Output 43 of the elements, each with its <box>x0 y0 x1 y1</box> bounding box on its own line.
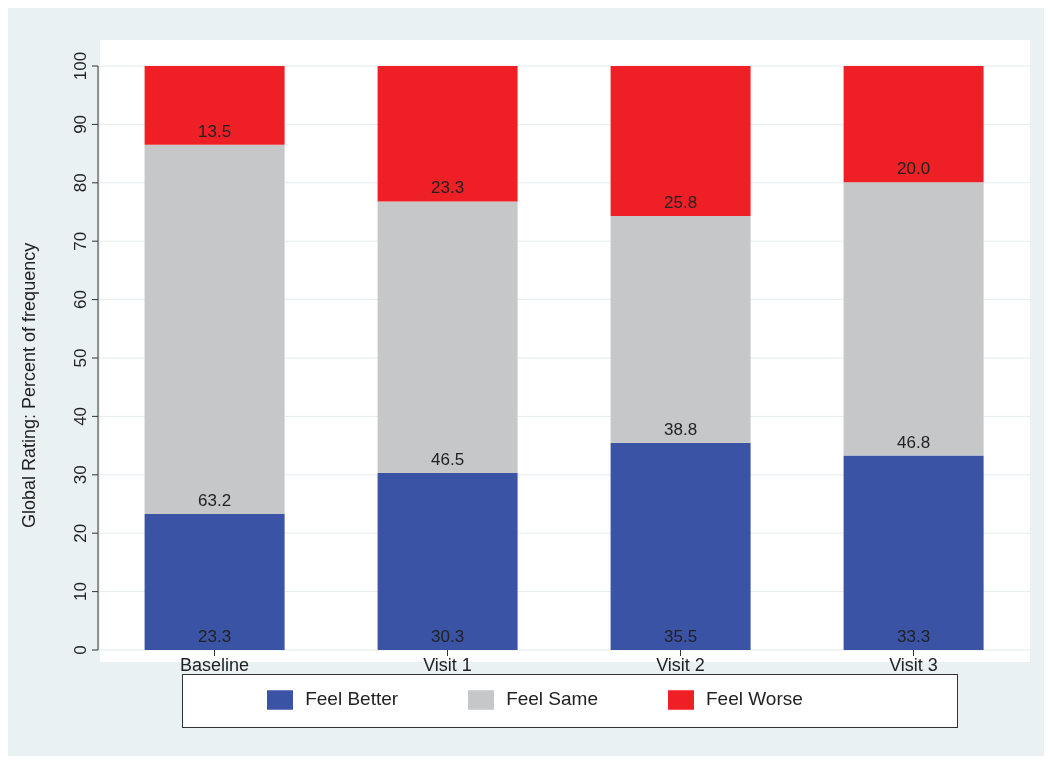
bar <box>377 473 518 650</box>
data-label: 46.5 <box>431 450 465 470</box>
x-tick-label: Visit 3 <box>889 654 938 675</box>
bar <box>610 442 751 650</box>
data-label: 13.5 <box>198 121 232 141</box>
y-tick-label: 20 <box>71 523 90 543</box>
x-tick-label: Baseline <box>179 654 250 675</box>
legend-label: Feel Worse <box>706 688 803 710</box>
data-label: 25.8 <box>664 193 698 213</box>
bar <box>610 66 751 217</box>
bar <box>144 513 285 650</box>
bar <box>144 144 285 514</box>
data-label: 46.8 <box>897 432 931 452</box>
y-tick-label: 50 <box>71 348 90 368</box>
data-label: 30.3 <box>431 627 465 646</box>
bar <box>843 182 984 456</box>
bar <box>377 201 518 474</box>
data-label: 23.3 <box>431 178 465 198</box>
x-tick-label: Visit 2 <box>656 654 705 675</box>
y-tick-label: 100 <box>71 51 90 81</box>
bar <box>843 66 984 183</box>
legend-label: Feel Better <box>305 688 399 710</box>
data-label: 33.3 <box>897 627 931 646</box>
y-tick-label: 10 <box>71 582 90 602</box>
y-tick-label: 70 <box>71 231 90 251</box>
y-axis-title: Global Rating: Percent of frequency <box>19 242 40 528</box>
data-label: 63.2 <box>198 490 232 510</box>
y-tick-label: 90 <box>71 114 90 134</box>
data-label: 20.0 <box>897 159 931 179</box>
bar <box>843 455 984 650</box>
bar <box>610 216 751 443</box>
legend-label: Feel Same <box>506 688 598 710</box>
y-tick-label: 30 <box>71 465 90 485</box>
y-tick-label: 40 <box>71 406 90 426</box>
data-label: 38.8 <box>664 419 698 439</box>
y-tick-label: 80 <box>71 173 90 193</box>
y-tick-label: 60 <box>71 290 90 310</box>
data-label: 23.3 <box>198 627 232 646</box>
bar <box>377 66 518 202</box>
y-tick-label: 0 <box>71 645 90 655</box>
bar <box>144 66 285 145</box>
x-tick-label: Visit 1 <box>423 654 472 675</box>
data-label: 35.5 <box>664 627 698 646</box>
